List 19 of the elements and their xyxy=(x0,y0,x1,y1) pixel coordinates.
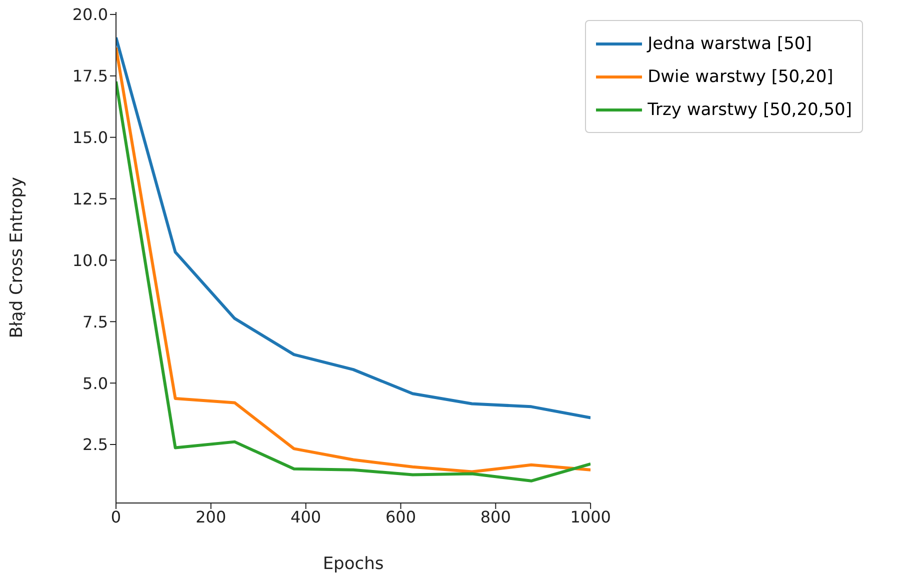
x-tick-label: 0 xyxy=(110,507,122,526)
x-tick-label: 800 xyxy=(480,507,511,526)
y-tick-label: 2.5 xyxy=(82,435,108,454)
y-tick-label: 10.0 xyxy=(72,250,108,270)
y-tick-label: 7.5 xyxy=(82,312,108,332)
legend-label: Dwie warstwy [50,20] xyxy=(648,66,834,86)
legend-label: Jedna warstwa [50] xyxy=(648,34,812,54)
y-axis-title: Błąd Cross Entropy xyxy=(7,176,28,338)
x-tick-label: 600 xyxy=(385,507,416,526)
legend-label: Trzy warstwy [50,20,50] xyxy=(648,100,852,120)
y-tick-label: 20.0 xyxy=(72,5,108,24)
y-tick-label: 17.5 xyxy=(72,66,108,86)
y-tick-label: 5.0 xyxy=(82,374,108,393)
y-tick-label: 12.5 xyxy=(72,189,108,208)
y-tick-label: 15.0 xyxy=(72,128,108,148)
x-tick-label: 1000 xyxy=(570,507,611,526)
x-tick-label: 400 xyxy=(290,507,322,526)
x-tick-label: 200 xyxy=(196,507,226,526)
x-axis-title: Epochs xyxy=(322,554,384,574)
